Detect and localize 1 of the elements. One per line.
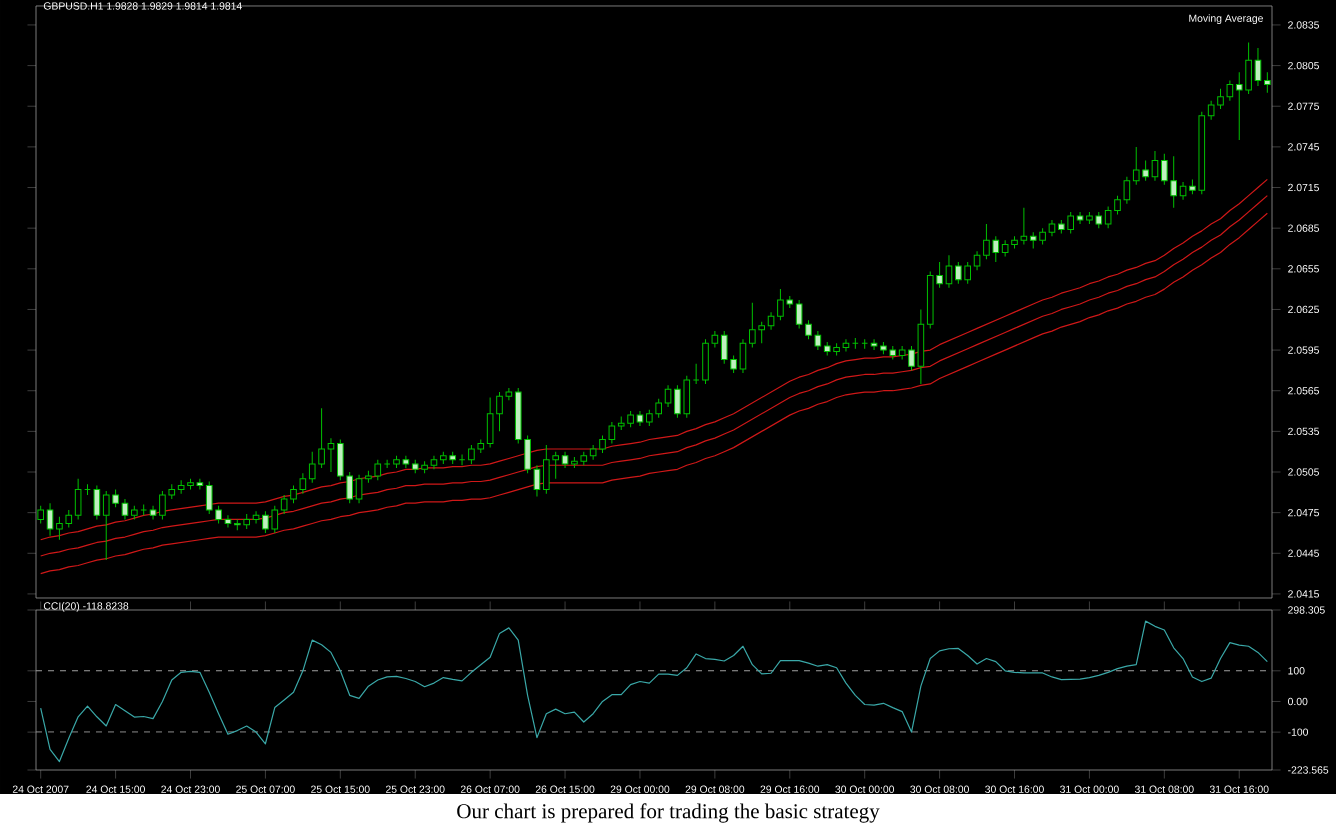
text: Our chart is prepared for trading the basic strategy <box>457 803 880 823</box>
